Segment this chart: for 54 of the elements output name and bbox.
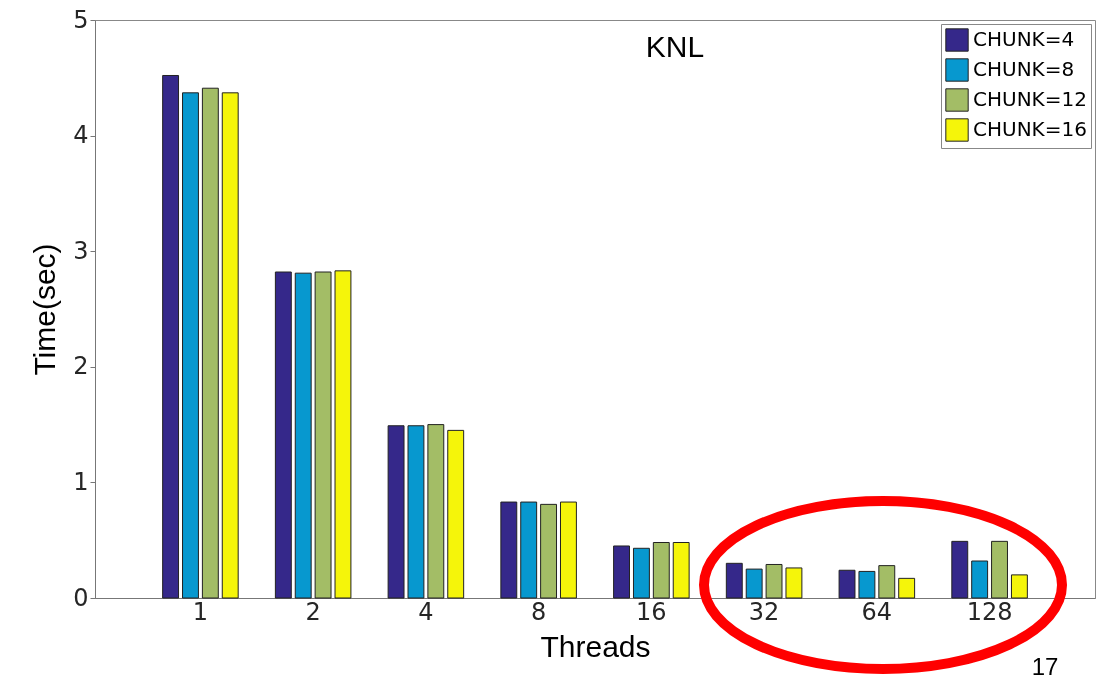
bar bbox=[858, 570, 876, 599]
y-tick-label: 0 bbox=[73, 583, 89, 612]
bar bbox=[652, 542, 670, 599]
bar bbox=[765, 563, 783, 599]
text: 17 bbox=[1031, 653, 1059, 677]
bar bbox=[540, 503, 558, 599]
x-tick-label: 4 bbox=[418, 597, 434, 626]
legend-label: CHUNK=12 bbox=[973, 87, 1087, 111]
bar bbox=[447, 429, 465, 599]
bar bbox=[672, 542, 690, 599]
legend-label: CHUNK=4 bbox=[973, 27, 1075, 51]
bar bbox=[838, 569, 856, 599]
bar bbox=[785, 567, 803, 599]
bar bbox=[613, 545, 630, 599]
bar bbox=[991, 540, 1008, 599]
bar bbox=[520, 501, 538, 599]
bar bbox=[221, 92, 239, 599]
legend-label: CHUNK=8 bbox=[973, 57, 1075, 81]
bar bbox=[560, 501, 577, 599]
annotation: KNL bbox=[645, 30, 705, 63]
bar bbox=[427, 424, 445, 599]
bar bbox=[314, 271, 332, 599]
x-tick-label: 32 bbox=[748, 597, 780, 626]
y-tick-label: 3 bbox=[73, 236, 89, 265]
bar bbox=[898, 577, 916, 599]
bar bbox=[951, 540, 969, 599]
y-tick-label: 5 bbox=[73, 5, 89, 34]
y-tick-label: 4 bbox=[73, 121, 89, 150]
x-tick-label: 1 bbox=[192, 597, 209, 626]
bar bbox=[294, 272, 312, 599]
bar bbox=[407, 425, 425, 599]
x-tick-label: 128 bbox=[966, 597, 1013, 626]
bar bbox=[725, 562, 743, 599]
y-tick-label: 1 bbox=[73, 467, 89, 496]
bar bbox=[162, 74, 180, 599]
bar bbox=[387, 425, 405, 599]
bar bbox=[500, 501, 518, 599]
legend-label: CHUNK=16 bbox=[973, 117, 1087, 141]
bar bbox=[878, 565, 896, 599]
y-axis-title: Time(sec) bbox=[28, 243, 62, 376]
x-tick-label: 2 bbox=[305, 597, 321, 626]
bar bbox=[334, 270, 352, 599]
bar bbox=[201, 87, 219, 599]
bar bbox=[1010, 574, 1028, 599]
bar bbox=[182, 92, 199, 599]
x-tick-label: 16 bbox=[636, 597, 667, 626]
x-tick-label: 64 bbox=[861, 597, 893, 626]
bar bbox=[632, 547, 650, 599]
bar bbox=[745, 568, 763, 599]
bar bbox=[971, 560, 989, 599]
x-tick-label: 8 bbox=[530, 597, 547, 626]
x-axis-title: Threads bbox=[540, 629, 651, 663]
y-tick-label: 2 bbox=[73, 352, 89, 381]
bar bbox=[274, 271, 292, 599]
